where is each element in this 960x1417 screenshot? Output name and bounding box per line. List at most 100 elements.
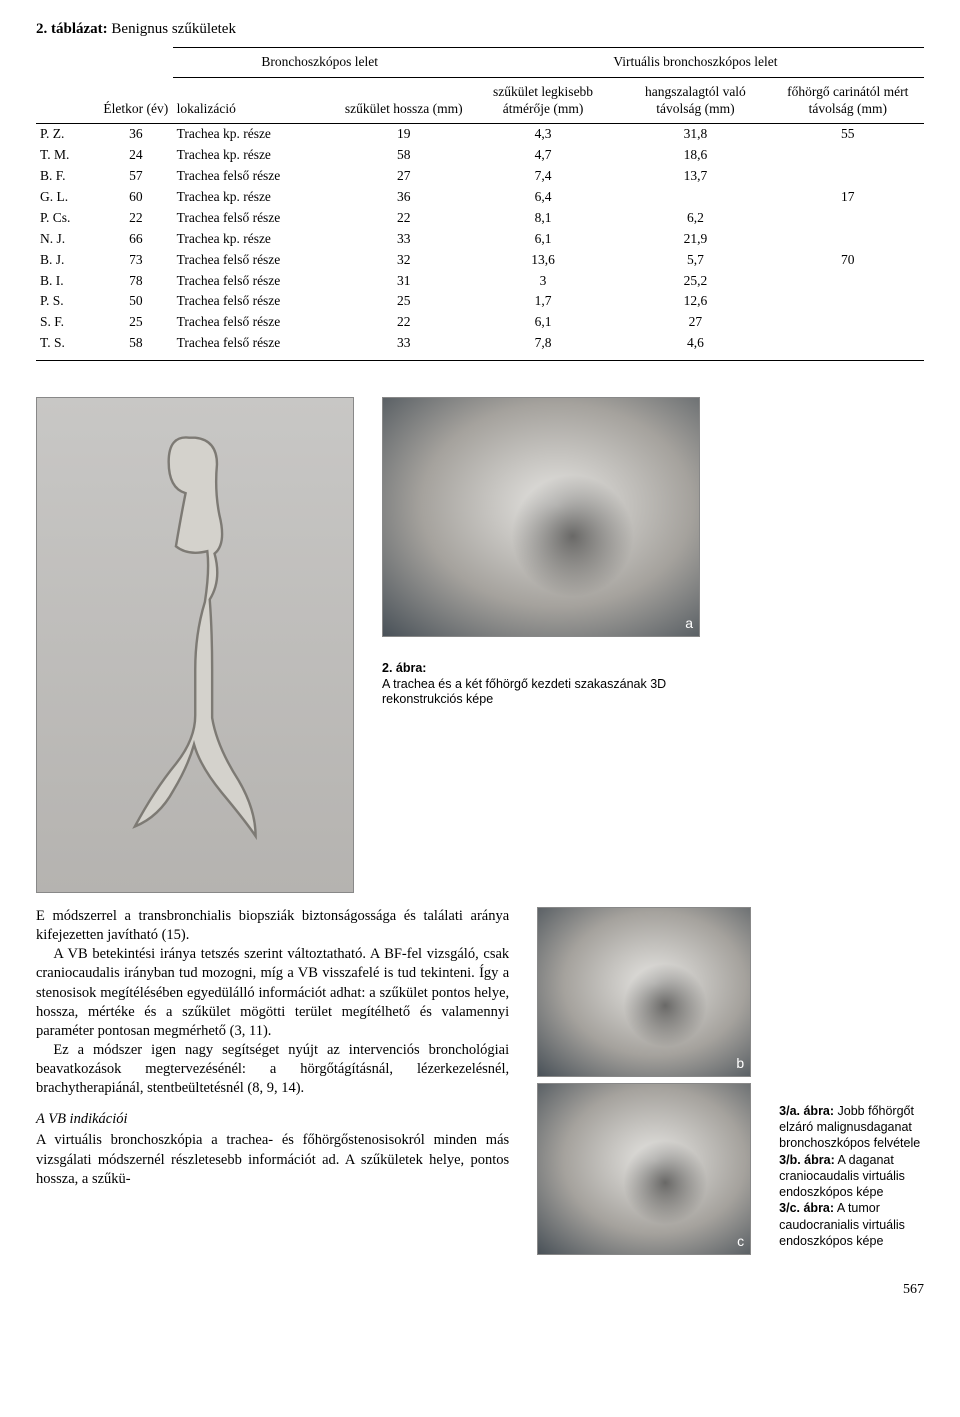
table-row: G. L.60Trachea kp. része366,4 17 [36, 187, 924, 208]
table-cell: 6,2 [619, 208, 771, 229]
para-4: A virtuális bronchoszkópia a trachea- és… [36, 1131, 509, 1188]
table-cell [772, 166, 924, 187]
th-dist-vocal: hangszalagtól való távolság (mm) [619, 77, 771, 124]
table-cell: 58 [341, 145, 467, 166]
table-row: B. F.57Trachea felső része277,413,7 [36, 166, 924, 187]
table-cell: 50 [99, 291, 173, 312]
table-cell: 22 [341, 208, 467, 229]
figure-3c: c [537, 1083, 751, 1255]
figure-3-caption: 3/a. ábra: Jobb főhörgőt elzáró malignus… [779, 1103, 924, 1255]
main-text-column: E módszerrel a transbronchialis biopsziá… [36, 907, 509, 1189]
table-cell: Trachea felső része [173, 333, 341, 360]
table-cell: 6,4 [467, 187, 619, 208]
fig2-caption-text: A trachea és a két főhörgő kezdeti szaka… [382, 677, 666, 707]
table-cell: 58 [99, 333, 173, 360]
table-cell: P. Cs. [36, 208, 99, 229]
table-row: B. I.78Trachea felső része31325,2 [36, 271, 924, 292]
table-row: B. J.73Trachea felső része3213,65,770 [36, 250, 924, 271]
table-cell: 8,1 [467, 208, 619, 229]
table-cell: 17 [772, 187, 924, 208]
table-cell: 4,3 [467, 124, 619, 145]
table-cell: Trachea felső része [173, 250, 341, 271]
table-cell: 36 [99, 124, 173, 145]
fig3a-label: 3/a. ábra: [779, 1104, 834, 1118]
table-cell: 73 [99, 250, 173, 271]
table-row: P. Cs.22Trachea felső része228,16,2 [36, 208, 924, 229]
table-cell: 22 [341, 312, 467, 333]
table-row: P. S.50Trachea felső része251,712,6 [36, 291, 924, 312]
table-row: P. Z.36Trachea kp. része194,331,855 [36, 124, 924, 145]
table-cell: N. J. [36, 229, 99, 250]
table-cell: 66 [99, 229, 173, 250]
figure-3b: b [537, 907, 751, 1077]
table-cell: 31 [341, 271, 467, 292]
table-cell: 36 [341, 187, 467, 208]
table-cell: G. L. [36, 187, 99, 208]
table-cell: S. F. [36, 312, 99, 333]
table-cell: 78 [99, 271, 173, 292]
table-cell: 24 [99, 145, 173, 166]
table-row: T. S.58Trachea felső része337,84,6 [36, 333, 924, 360]
table-title-text: Benignus szűkületek [108, 21, 236, 37]
table-cell: 4,6 [619, 333, 771, 360]
table-cell: Trachea felső része [173, 208, 341, 229]
table-cell: 55 [772, 124, 924, 145]
table-cell: 18,6 [619, 145, 771, 166]
table-cell: Trachea kp. része [173, 145, 341, 166]
table-cell: Trachea kp. része [173, 124, 341, 145]
table-cell [772, 333, 924, 360]
table-body: P. Z.36Trachea kp. része194,331,855T. M.… [36, 124, 924, 361]
para-3: Ez a módszer igen nagy segítséget nyújt … [36, 1041, 509, 1098]
th-length: szűkület hossza (mm) [341, 77, 467, 124]
table-row: N. J.66Trachea kp. része336,121,9 [36, 229, 924, 250]
table-cell: 1,7 [467, 291, 619, 312]
heading-indications: A VB indikációi [36, 1110, 509, 1129]
table-cell: 7,8 [467, 333, 619, 360]
page-number: 567 [36, 1281, 924, 1299]
table-cell: T. S. [36, 333, 99, 360]
table-cell: 19 [341, 124, 467, 145]
table-cell: 7,4 [467, 166, 619, 187]
table-cell: Trachea kp. része [173, 229, 341, 250]
table-cell [772, 291, 924, 312]
figure-3b-label: b [736, 1055, 744, 1073]
table-cell: Trachea felső része [173, 271, 341, 292]
trachea-3d-icon [72, 428, 318, 863]
table-cell: 70 [772, 250, 924, 271]
table-cell: 22 [99, 208, 173, 229]
th-group-vb: Virtuális bronchoszkópos lelet [467, 47, 924, 77]
table-cell: 25,2 [619, 271, 771, 292]
table-cell: 6,1 [467, 312, 619, 333]
table-cell [619, 187, 771, 208]
table-cell: 31,8 [619, 124, 771, 145]
table-cell: P. Z. [36, 124, 99, 145]
table-row: T. M.24Trachea kp. része584,718,6 [36, 145, 924, 166]
table-cell: 32 [341, 250, 467, 271]
table-cell: 13,7 [619, 166, 771, 187]
table-row: S. F.25Trachea felső része226,127 [36, 312, 924, 333]
th-local: lokalizáció [173, 77, 341, 124]
table-cell: Trachea kp. része [173, 187, 341, 208]
table-cell: 25 [99, 312, 173, 333]
table-cell: 13,6 [467, 250, 619, 271]
table-cell: 27 [341, 166, 467, 187]
table-cell: 60 [99, 187, 173, 208]
fig2-caption-label: 2. ábra: [382, 661, 426, 675]
table-cell [772, 208, 924, 229]
th-group-bronch: Bronchoszkópos lelet [173, 47, 467, 77]
table-title-number: 2. táblázat: [36, 21, 108, 37]
table-cell [772, 145, 924, 166]
para-2: A VB betekintési iránya tetszés szerint … [36, 945, 509, 1041]
table-cell: B. F. [36, 166, 99, 187]
table-cell: 3 [467, 271, 619, 292]
table-cell [772, 271, 924, 292]
table-cell: 33 [341, 229, 467, 250]
table-cell: 6,1 [467, 229, 619, 250]
table-cell: 25 [341, 291, 467, 312]
table-cell: B. J. [36, 250, 99, 271]
th-diameter: szűkület legkisebb átmérője (mm) [467, 77, 619, 124]
table-cell: Trachea felső része [173, 166, 341, 187]
th-age: Életkor (év) [99, 77, 173, 124]
table-cell: Trachea felső része [173, 312, 341, 333]
figure-3c-label: c [737, 1233, 744, 1251]
